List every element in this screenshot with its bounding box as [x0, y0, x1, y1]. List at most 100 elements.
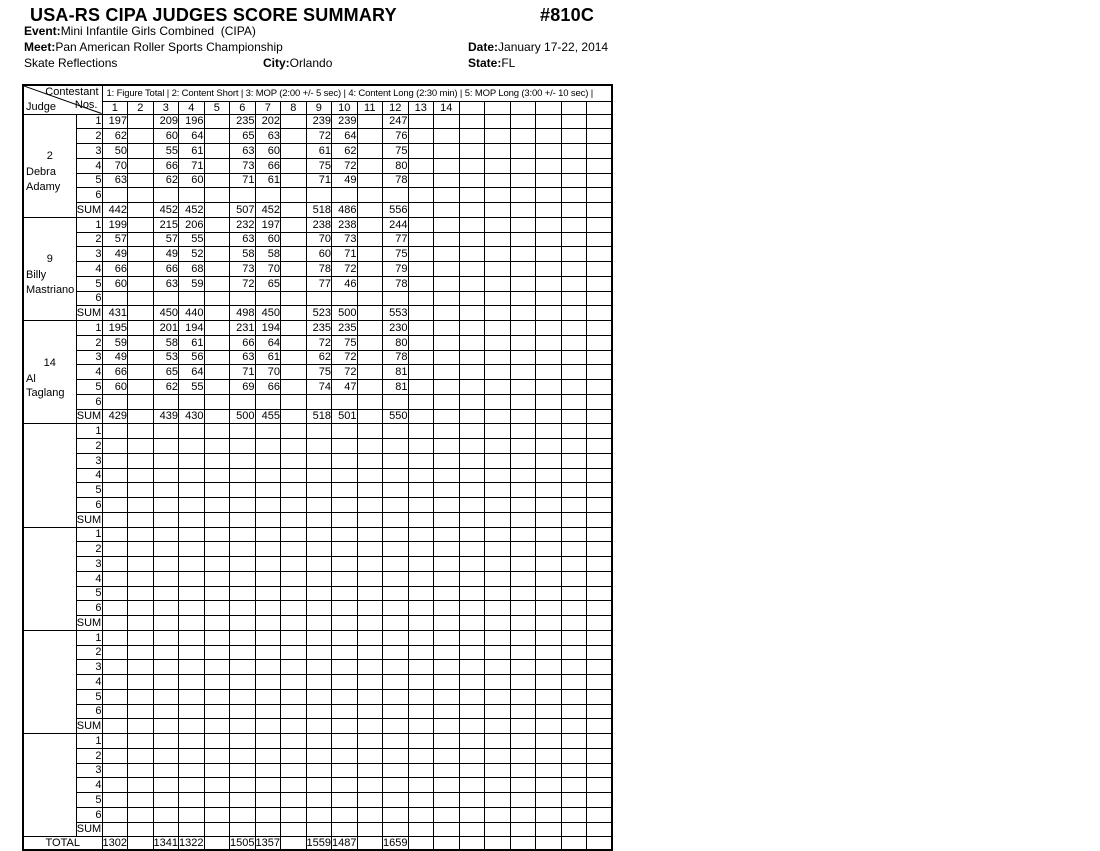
score-cell [356, 364, 383, 380]
score-cell [382, 762, 409, 779]
row-label: 4 [75, 261, 103, 277]
score-cell: 62 [152, 379, 179, 395]
score-cell [560, 688, 587, 705]
score-cell [382, 526, 409, 543]
score-cell [229, 570, 256, 587]
score-cell: 500 [229, 408, 256, 425]
score-cell [254, 629, 281, 646]
score-cell [586, 644, 613, 661]
score-cell [382, 806, 409, 823]
score-cell [433, 231, 460, 248]
score-cell [382, 688, 409, 705]
score-cell [280, 143, 307, 159]
score-cell [382, 482, 409, 498]
city-line: City:Orlando [263, 56, 332, 70]
score-cell: 518 [305, 408, 332, 425]
score-cell [305, 688, 332, 705]
total-cell [127, 836, 154, 851]
score-cell [407, 821, 434, 838]
score-cell [433, 349, 460, 366]
score-cell [433, 334, 460, 351]
score-cell [382, 497, 409, 513]
score-cell [509, 762, 536, 779]
score-cell [280, 423, 307, 439]
score-cell: 550 [382, 408, 409, 425]
score-cell [484, 733, 511, 749]
column-number [535, 100, 562, 115]
score-cell [535, 202, 562, 218]
score-cell [484, 113, 511, 130]
score-cell [152, 747, 179, 764]
score-cell [229, 659, 256, 675]
score-cell [280, 216, 307, 233]
score-cell [280, 275, 307, 292]
score-cell: 235 [331, 320, 358, 336]
score-cell [229, 526, 256, 543]
score-cell [382, 777, 409, 793]
score-cell [560, 113, 587, 130]
score-cell [560, 452, 587, 469]
row-label: SUM [75, 408, 103, 425]
score-cell [305, 792, 332, 808]
score-cell [382, 467, 409, 484]
score-cell [127, 747, 154, 764]
score-cell [586, 703, 613, 720]
row-label: SUM [75, 511, 103, 528]
score-cell [458, 113, 485, 130]
score-cell [254, 733, 281, 749]
score-cell [203, 290, 230, 307]
score-cell [203, 806, 230, 823]
row-label: 2 [75, 747, 103, 764]
score-cell [382, 733, 409, 749]
row-label: 1 [75, 216, 103, 233]
score-cell [305, 585, 332, 602]
score-cell: 72 [331, 364, 358, 380]
score-cell [560, 629, 587, 646]
score-cell [305, 541, 332, 557]
score-cell: 431 [101, 305, 128, 321]
total-cell: 1505 [229, 836, 256, 851]
score-cell [178, 467, 205, 484]
score-cell [178, 570, 205, 587]
score-cell [382, 674, 409, 690]
score-cell [484, 762, 511, 779]
score-cell: 452 [178, 202, 205, 218]
score-cell [509, 187, 536, 203]
row-label: 2 [75, 231, 103, 248]
venue-line: Skate Reflections [24, 56, 117, 70]
judge-cell: 9 Billy Mastriano [22, 216, 77, 322]
score-cell [407, 408, 434, 425]
score-cell [458, 585, 485, 602]
score-cell: 81 [382, 364, 409, 380]
score-cell [458, 703, 485, 720]
score-cell [152, 541, 179, 557]
score-cell [254, 777, 281, 793]
score-cell [535, 246, 562, 262]
score-cell [178, 187, 205, 203]
row-label: 3 [75, 349, 103, 366]
score-cell [203, 703, 230, 720]
score-cell: 66 [101, 261, 128, 277]
judge-cell: 14 Al Taglang [22, 319, 77, 425]
score-cell [382, 423, 409, 439]
score-cell [280, 246, 307, 262]
score-cell [280, 187, 307, 203]
score-cell [407, 556, 434, 572]
score-cell [331, 644, 358, 661]
score-cell [356, 202, 383, 218]
row-label: 5 [75, 792, 103, 808]
score-cell [586, 806, 613, 823]
score-cell [560, 231, 587, 248]
score-cell [407, 570, 434, 587]
score-cell [127, 703, 154, 720]
score-cell [560, 762, 587, 779]
score-cell [458, 334, 485, 351]
score-cell [560, 216, 587, 233]
score-cell [509, 511, 536, 528]
score-cell [560, 275, 587, 292]
page-title: USA-RS CIPA JUDGES SCORE SUMMARY [30, 5, 397, 25]
score-cell: 75 [382, 143, 409, 159]
score-cell [433, 792, 460, 808]
score-cell [178, 747, 205, 764]
score-cell [586, 777, 613, 793]
